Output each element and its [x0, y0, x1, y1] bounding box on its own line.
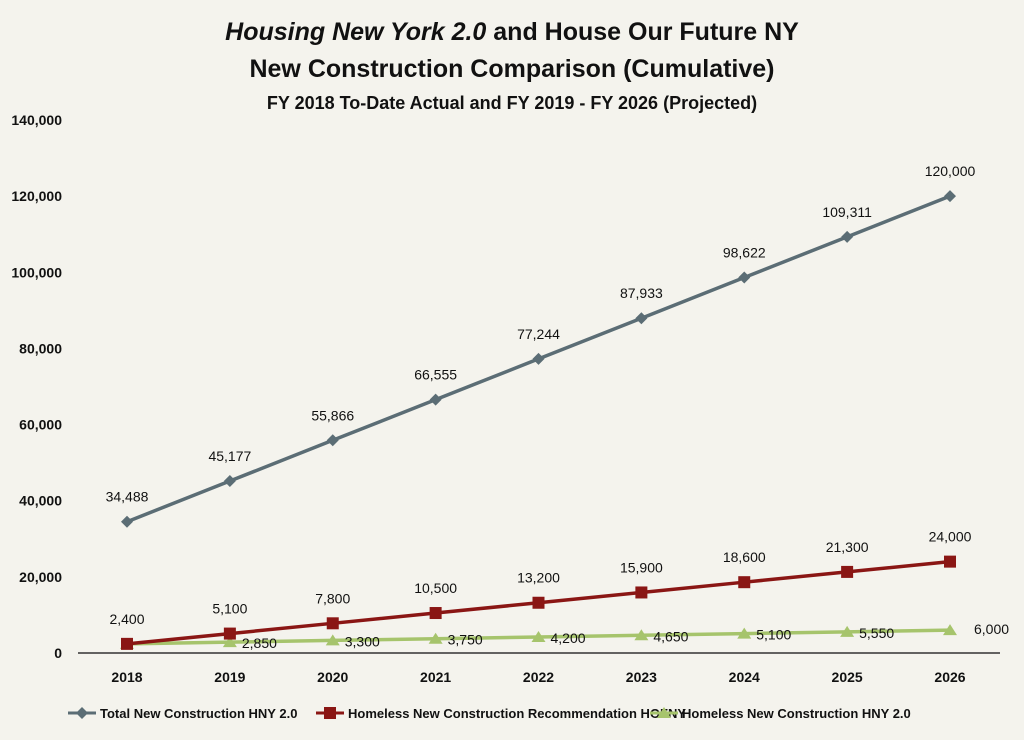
chart-title: Housing New York 2.0 and House Our Futur…	[0, 18, 1024, 47]
data-label: 45,177	[208, 448, 251, 464]
data-label: 13,200	[517, 570, 560, 586]
data-label: 109,311	[822, 204, 872, 220]
data-label: 77,244	[517, 326, 560, 342]
triangle-marker	[634, 629, 649, 641]
diamond-marker	[121, 515, 133, 528]
x-tick-label: 2019	[214, 669, 245, 685]
data-label: 87,933	[620, 285, 663, 301]
x-tick-label: 2024	[729, 669, 760, 685]
x-tick-label: 2022	[523, 669, 554, 685]
legend-label: Homeless New Construction Recommendation…	[348, 706, 686, 721]
chart-title-line2: New Construction Comparison (Cumulative)	[249, 55, 775, 83]
y-tick-label: 80,000	[19, 340, 62, 356]
diamond-marker	[532, 352, 545, 365]
triangle-marker	[428, 632, 443, 644]
data-label: 55,866	[311, 407, 354, 423]
square-marker	[121, 637, 133, 650]
square-marker	[635, 586, 648, 599]
y-tick-label: 140,000	[11, 112, 62, 128]
data-label: 2,850	[242, 635, 277, 651]
triangle-marker	[737, 627, 752, 639]
chart-subtitle: FY 2018 To-Date Actual and FY 2019 - FY …	[266, 93, 758, 113]
data-label: 18,600	[723, 549, 766, 565]
data-label: 10,500	[414, 580, 457, 596]
data-label: 2,400	[109, 611, 144, 627]
data-label: 3,750	[448, 632, 483, 648]
data-label: 5,100	[212, 601, 247, 617]
data-label: 98,622	[723, 245, 766, 261]
data-label: 7,800	[315, 590, 350, 606]
triangle-marker	[325, 634, 340, 646]
data-label: 34,488	[106, 489, 149, 505]
diamond-marker	[223, 475, 236, 488]
x-tick-label: 2018	[111, 669, 142, 685]
triangle-marker	[943, 624, 957, 636]
diamond-marker	[76, 707, 88, 719]
square-marker	[738, 576, 751, 589]
title-rest: and House Our Future NY	[486, 18, 799, 46]
diamond-marker	[635, 312, 648, 325]
triangle-marker	[222, 636, 237, 648]
y-tick-label: 20,000	[19, 569, 62, 585]
diamond-marker	[326, 434, 339, 447]
diamond-marker	[841, 230, 854, 243]
x-tick-label: 2026	[934, 669, 965, 685]
diamond-marker	[944, 190, 956, 203]
square-marker	[324, 707, 336, 719]
diamond-marker	[429, 393, 442, 406]
square-marker	[944, 555, 956, 568]
x-tick-label: 2025	[832, 669, 863, 685]
data-label: 4,650	[653, 628, 688, 644]
square-marker	[326, 617, 339, 630]
diamond-marker	[738, 271, 751, 284]
data-label: 5,550	[859, 625, 894, 641]
data-label: 5,100	[756, 627, 791, 643]
data-label: 21,300	[826, 539, 869, 555]
y-tick-label: 100,000	[11, 264, 62, 280]
square-marker	[532, 596, 545, 609]
y-tick-label: 60,000	[19, 417, 62, 433]
data-label: 15,900	[620, 559, 663, 575]
data-label: 66,555	[414, 367, 457, 383]
title-italic: Housing New York 2.0	[225, 18, 487, 46]
data-label: 4,200	[551, 630, 586, 646]
data-label: 6,000	[974, 621, 1009, 637]
square-marker	[223, 627, 236, 640]
legend-label: Total New Construction HNY 2.0	[100, 706, 297, 721]
data-label: 3,300	[345, 633, 380, 649]
triangle-marker	[657, 707, 671, 718]
square-marker	[429, 607, 442, 620]
y-tick-label: 0	[54, 645, 62, 661]
square-marker	[841, 565, 854, 578]
data-label: 120,000	[925, 163, 976, 179]
x-tick-label: 2023	[626, 669, 657, 685]
x-tick-label: 2020	[317, 669, 348, 685]
triangle-marker	[531, 631, 546, 643]
triangle-marker	[840, 625, 855, 637]
x-tick-label: 2021	[420, 669, 451, 685]
legend-label: Homeless New Construction HNY 2.0	[682, 706, 911, 721]
y-tick-label: 40,000	[19, 493, 62, 509]
data-label: 24,000	[929, 529, 972, 545]
y-tick-label: 120,000	[11, 188, 62, 204]
